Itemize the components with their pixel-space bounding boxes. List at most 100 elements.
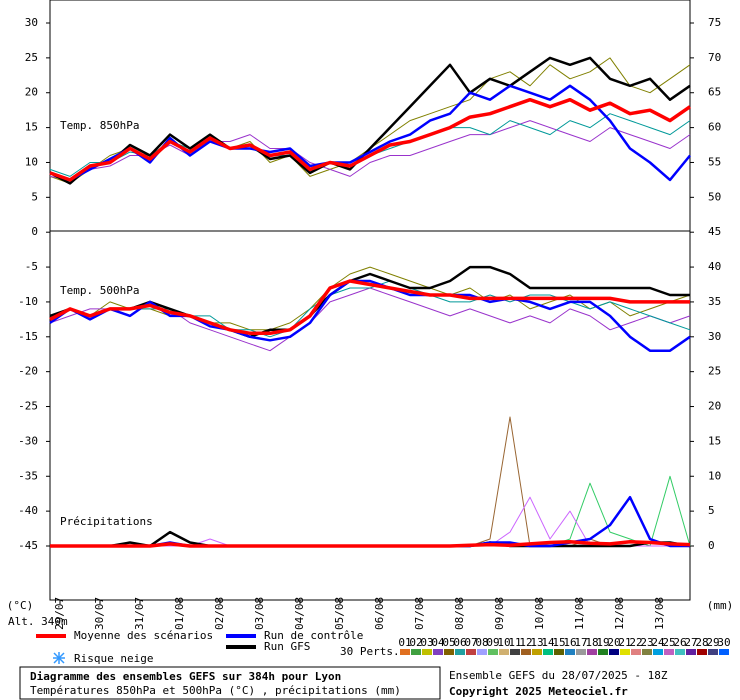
pert-number: 14 — [541, 636, 555, 649]
pert-swatch — [609, 649, 619, 655]
y-tick-label: -5 — [25, 260, 38, 273]
gfs-line — [49, 56, 691, 185]
y2-tick-label: 55 — [708, 155, 721, 168]
pert-number: 24 — [651, 636, 665, 649]
pert-swatch — [455, 649, 465, 655]
pert-number: 07 — [464, 636, 477, 649]
panel-label: Précipitations — [60, 515, 153, 528]
y2-tick-label: 15 — [708, 434, 721, 447]
mean-line — [49, 279, 690, 336]
x-tick-label: 30/07 — [93, 597, 106, 630]
pert-swatch — [400, 649, 410, 655]
y-tick-label: -45 — [18, 539, 38, 552]
pert-swatch — [598, 649, 608, 655]
pert-number: 18 — [585, 636, 598, 649]
y-tick-label: -10 — [18, 295, 38, 308]
y2-tick-label: 5 — [708, 504, 715, 517]
member-line — [49, 266, 691, 331]
pert-number: 09 — [486, 636, 499, 649]
x-tick-label: 13/08 — [653, 597, 666, 630]
pert-swatch — [631, 649, 641, 655]
x-tick-label: 03/08 — [253, 597, 266, 630]
mean-line — [50, 540, 691, 548]
y2-tick-label: 0 — [708, 539, 715, 552]
pert-swatch — [653, 649, 663, 655]
copyright: Copyright 2025 Meteociel.fr — [449, 685, 628, 698]
pert-number: 28 — [695, 636, 708, 649]
y-tick-label: 15 — [25, 121, 38, 134]
pert-swatch — [488, 649, 498, 655]
legend-label: Moyenne des scénarios — [74, 629, 213, 642]
pert-number: 13 — [530, 636, 543, 649]
pert-swatch — [686, 649, 696, 655]
altitude: Alt. 340m — [8, 615, 68, 628]
pert-number: 26 — [673, 636, 686, 649]
y2-tick-label: 20 — [708, 400, 721, 413]
pert-swatch — [521, 649, 531, 655]
legend-label: Run GFS — [264, 640, 310, 653]
y-tick-label: -20 — [18, 365, 38, 378]
run-info: Ensemble GEFS du 28/07/2025 - 18Z — [449, 669, 668, 682]
y2-tick-label: 45 — [708, 225, 721, 238]
x-tick-label: 31/07 — [133, 597, 146, 630]
y2-tick-label: 65 — [708, 86, 721, 99]
chart-title: Diagramme des ensembles GEFS sur 384h po… — [30, 670, 341, 683]
snow-label: Risque neige — [74, 652, 153, 665]
x-tick-label: 08/08 — [453, 597, 466, 630]
chart-subtitle: Températures 850hPa et 500hPa (°C) , pré… — [30, 684, 401, 697]
y-tick-label: -15 — [18, 330, 38, 343]
x-tick-label: 07/08 — [413, 597, 426, 630]
legend-label: Run de contrôle — [264, 629, 363, 642]
pert-swatch — [664, 649, 674, 655]
gfs-line — [49, 265, 690, 339]
perts-label: 30 Perts. — [340, 645, 400, 658]
pert-number: 27 — [684, 636, 697, 649]
x-tick-label: 05/08 — [333, 597, 346, 630]
panel-label: Temp. 850hPa — [60, 119, 139, 132]
pert-swatch — [620, 649, 630, 655]
y-tick-label: -25 — [18, 400, 38, 413]
pert-number: 21 — [618, 636, 631, 649]
pert-number: 17 — [574, 636, 587, 649]
y-tick-label: -40 — [18, 504, 38, 517]
pert-number: 04 — [431, 636, 445, 649]
y2-tick-label: 30 — [708, 330, 721, 343]
pert-swatch — [697, 649, 707, 655]
pert-number: 01 — [398, 636, 411, 649]
pert-swatch — [587, 649, 597, 655]
pert-number: 08 — [475, 636, 488, 649]
y2-tick-label: 10 — [708, 469, 721, 482]
pert-swatch — [576, 649, 586, 655]
pert-swatch — [433, 649, 443, 655]
pert-number: 10 — [497, 636, 510, 649]
panel-label: Temp. 500hPa — [60, 284, 139, 297]
y-tick-label: 0 — [31, 225, 38, 238]
pert-swatch — [444, 649, 454, 655]
pert-number: 11 — [508, 636, 521, 649]
y2-tick-label: 35 — [708, 295, 721, 308]
plot-frame — [49, 0, 691, 601]
pert-swatch — [510, 649, 520, 655]
pert-number: 12 — [519, 636, 532, 649]
y2-tick-label: 75 — [708, 16, 721, 29]
pert-swatch — [675, 649, 685, 655]
pert-swatch — [708, 649, 718, 655]
pert-number: 16 — [563, 636, 576, 649]
mean-line — [49, 97, 691, 182]
pert-swatch — [422, 649, 432, 655]
pert-swatch — [642, 649, 652, 655]
x-tick-label: 12/08 — [613, 597, 626, 630]
pert-number: 02 — [409, 636, 422, 649]
pert-swatch — [554, 649, 564, 655]
y-tick-label: 5 — [31, 190, 38, 203]
pert-number: 20 — [607, 636, 620, 649]
x-tick-label: 10/08 — [533, 597, 546, 630]
y2-tick-label: 50 — [708, 190, 721, 203]
pert-swatch — [543, 649, 553, 655]
pert-swatch — [719, 649, 729, 655]
x-tick-label: 04/08 — [293, 597, 306, 630]
pert-number: 06 — [453, 636, 466, 649]
x-tick-label: 29/07 — [53, 597, 66, 630]
